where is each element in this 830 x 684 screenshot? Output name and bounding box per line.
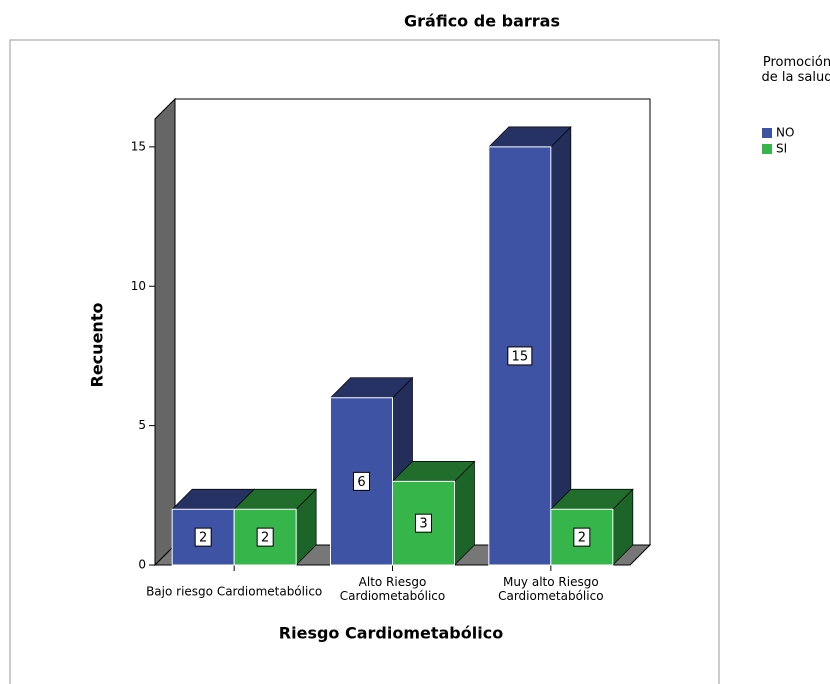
x-tick-label: Muy alto Riesgo Cardiometabólico bbox=[498, 575, 603, 603]
x-axis-title: Riesgo Cardiometabólico bbox=[279, 624, 503, 643]
value-label-box bbox=[353, 471, 370, 491]
x-tick-label-bg bbox=[116, 572, 353, 611]
value-label: 6 bbox=[357, 475, 365, 490]
x-tick-label: Alto Riesgo Cardiometabólico bbox=[340, 575, 445, 603]
bar bbox=[549, 488, 634, 566]
legend-label: SI bbox=[776, 142, 787, 156]
value-label: 15 bbox=[512, 349, 529, 364]
value-label: 3 bbox=[419, 517, 427, 532]
chart-title: Gráfico de barras bbox=[404, 12, 560, 31]
legend-swatch bbox=[762, 144, 772, 154]
value-label: 2 bbox=[578, 531, 586, 546]
legend-label: NO bbox=[776, 126, 794, 140]
value-label: 2 bbox=[261, 531, 269, 546]
value-label-box bbox=[573, 527, 591, 547]
value-label-box bbox=[415, 513, 432, 533]
value-label-box bbox=[256, 527, 274, 547]
value-label: 2 bbox=[199, 531, 207, 546]
y-tick-label: 10 bbox=[131, 279, 146, 293]
y-axis-title: Recuento bbox=[88, 303, 107, 388]
x-tick-label: Bajo riesgo Cardiometabólico bbox=[146, 585, 322, 599]
value-label-box bbox=[507, 346, 533, 366]
y-tick-label: 15 bbox=[131, 139, 146, 153]
side-wall bbox=[154, 97, 176, 567]
legend-title: Promoción de la salud bbox=[762, 55, 830, 85]
bar bbox=[391, 460, 476, 566]
legend-swatch bbox=[762, 128, 772, 138]
y-tick-label: 5 bbox=[138, 418, 146, 432]
y-tick-label: 0 bbox=[138, 558, 146, 572]
value-label-box bbox=[194, 527, 212, 547]
bar bbox=[487, 126, 572, 566]
bar bbox=[233, 488, 318, 566]
